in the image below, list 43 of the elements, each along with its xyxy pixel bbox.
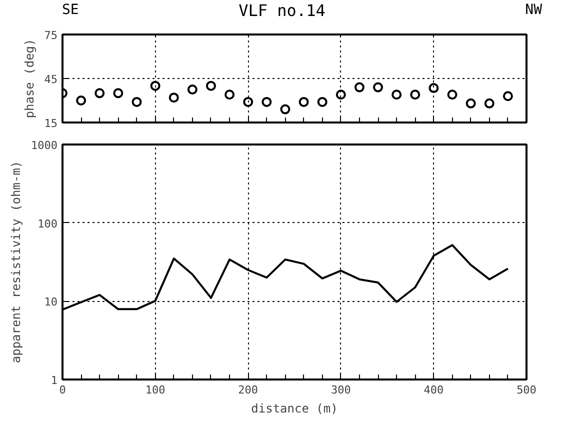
point [447,90,458,100]
point [410,90,420,100]
point [484,98,494,108]
point [94,88,105,98]
y-tick-label: 1 [50,374,58,387]
point [243,96,254,107]
y-tick-label: 15 [44,117,58,130]
text: SE [62,1,79,20]
point [373,82,384,92]
point [113,88,124,98]
point [187,84,198,94]
text: NW [525,1,542,20]
y-tick-label: 45 [44,73,58,86]
point [280,104,290,114]
y-tick-label: 1000 [31,139,58,152]
x-tick-label: 300 [330,384,351,396]
point [224,90,235,100]
y-tick-label: 100 [38,217,58,230]
point [132,96,142,107]
point [262,96,272,107]
point [150,80,160,91]
y-axis-title: apparent resistivity (ohm-m) [9,160,24,364]
chart-title: VLF no.14 [238,0,326,22]
x-tick-label: 200 [238,384,258,396]
point [298,96,309,107]
x-tick-label: 400 [424,384,444,396]
point [392,90,402,100]
point [168,92,179,103]
x-tick-label: 500 [516,384,536,396]
point [76,96,86,106]
y-axis-title: phase (deg) [22,38,36,118]
x-tick-label: 0 [59,384,66,396]
x-tick-label: 100 [145,384,166,396]
point [502,91,513,102]
point [466,98,476,108]
point [354,82,364,92]
point [428,83,439,94]
y-tick-label: 10 [44,296,58,309]
y-tick-label: 75 [44,29,58,42]
point [336,90,346,100]
point [317,96,328,107]
x-axis-title: distance (m) [251,402,338,416]
point [206,80,216,91]
